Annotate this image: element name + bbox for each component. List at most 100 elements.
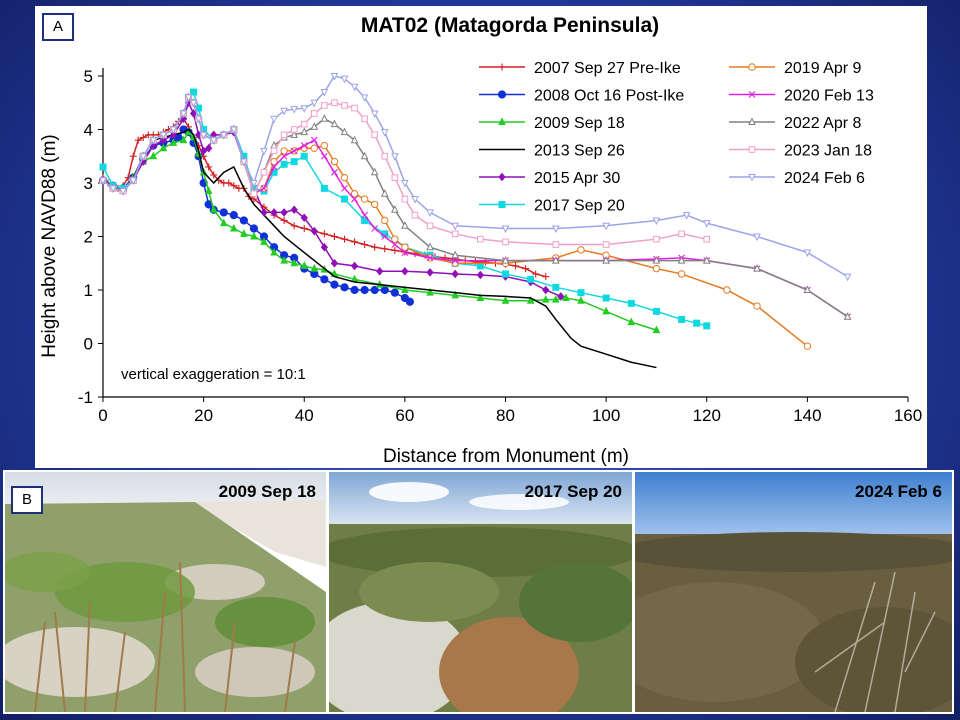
photo-2024-label: 2024 Feb 6	[855, 482, 942, 501]
x-axis-label: Distance from Monument (m)	[383, 446, 629, 467]
legend-item-2017-sep-20: 2017 Sep 20	[479, 198, 625, 215]
legend-marker	[748, 146, 756, 153]
data-point	[270, 157, 278, 166]
x-tick-label: 40	[295, 406, 314, 425]
x-tick-label: 0	[98, 406, 107, 425]
photo-2024: 2024 Feb 6	[635, 472, 952, 712]
data-point	[703, 235, 711, 243]
data-point	[320, 184, 328, 192]
photo-2009-label: 2009 Sep 18	[218, 482, 316, 501]
data-point	[240, 158, 248, 167]
data-point	[239, 216, 248, 225]
data-point	[300, 213, 308, 223]
data-point	[451, 269, 459, 279]
data-point	[678, 315, 686, 323]
data-point	[702, 255, 711, 264]
data-point	[391, 174, 399, 181]
data-point	[290, 222, 298, 230]
data-point	[562, 293, 570, 302]
data-point	[270, 208, 278, 217]
data-point	[602, 294, 610, 302]
data-point	[381, 152, 389, 160]
data-point	[300, 224, 308, 232]
data-point	[401, 243, 409, 251]
data-point	[225, 179, 233, 187]
photo-2009: 2009 Sep 18 B	[5, 472, 326, 712]
data-point	[190, 88, 198, 96]
data-point	[310, 144, 319, 152]
data-point	[451, 222, 459, 231]
legend-item-2008-oct-16-post-ike: 2008 Oct 16 Post-Ike	[479, 88, 684, 105]
data-point	[426, 209, 434, 218]
data-point	[320, 89, 329, 97]
data-point	[159, 131, 168, 140]
data-point	[693, 319, 701, 327]
legend-label: 2024 Feb 6	[784, 170, 865, 187]
data-point	[361, 216, 369, 224]
data-point	[249, 224, 259, 233]
chart-title: MAT02 (Matagorda Peninsula)	[361, 14, 659, 37]
legend-marker	[498, 117, 506, 125]
data-point	[119, 188, 127, 196]
y-tick-label: 0	[84, 335, 93, 354]
data-point	[340, 173, 349, 182]
data-point	[381, 233, 389, 240]
data-point	[290, 126, 298, 133]
data-point	[300, 152, 308, 160]
data-point	[376, 267, 384, 276]
data-point	[652, 264, 661, 273]
data-point	[240, 229, 248, 237]
data-point	[300, 120, 308, 128]
photo-2017: 2017 Sep 20	[329, 472, 632, 712]
panel-a-label: A	[42, 13, 74, 41]
data-point	[371, 131, 378, 139]
data-point	[678, 230, 685, 238]
data-point	[300, 142, 308, 149]
legend-marker	[497, 90, 507, 99]
data-point	[260, 184, 268, 192]
legend-item-2024-feb-6: 2024 Feb 6	[729, 170, 865, 187]
data-point	[405, 297, 415, 306]
data-point	[381, 245, 389, 253]
x-tick-label: 20	[194, 406, 213, 425]
y-tick-label: 2	[84, 228, 93, 247]
legend-label: 2019 Apr 9	[784, 60, 862, 77]
data-point	[204, 143, 213, 153]
data-point	[310, 99, 319, 108]
legend-item-2013-sep-26: 2013 Sep 26	[479, 143, 625, 160]
data-point	[451, 290, 459, 299]
legend-label: 2008 Oct 16 Post-Ike	[534, 88, 684, 105]
data-point	[411, 211, 419, 219]
data-point	[230, 126, 238, 135]
data-point	[391, 246, 399, 254]
data-point	[320, 152, 328, 160]
data-point	[451, 257, 459, 264]
data-point	[350, 261, 359, 271]
data-point	[250, 231, 258, 240]
data-point	[426, 222, 434, 230]
data-point	[677, 255, 686, 264]
legend-item-2009-sep-18: 2009 Sep 18	[479, 115, 625, 132]
data-point	[260, 169, 268, 176]
legend-item-2007-sep-27-pre-ike: 2007 Sep 27 Pre-Ike	[479, 60, 681, 77]
data-point	[652, 217, 661, 226]
data-point	[189, 109, 198, 118]
chart-panel: 0 20 40 60 80 100 120 140 160 -1 0 1 2 3 4 5 MAT02 (Mat…	[35, 6, 927, 468]
data-point	[360, 195, 369, 203]
data-point	[199, 146, 208, 156]
data-point	[527, 275, 535, 283]
data-point	[390, 288, 399, 297]
legend-marker	[748, 91, 756, 98]
data-point	[577, 289, 585, 297]
data-point	[189, 99, 198, 108]
data-point	[391, 235, 399, 243]
data-point	[204, 186, 213, 195]
data-point	[260, 147, 268, 156]
data-point	[401, 249, 409, 256]
data-point	[627, 299, 635, 307]
data-point	[341, 102, 348, 109]
data-point	[270, 147, 278, 155]
data-point	[260, 237, 268, 245]
data-point	[310, 122, 319, 130]
data-point	[401, 195, 409, 203]
